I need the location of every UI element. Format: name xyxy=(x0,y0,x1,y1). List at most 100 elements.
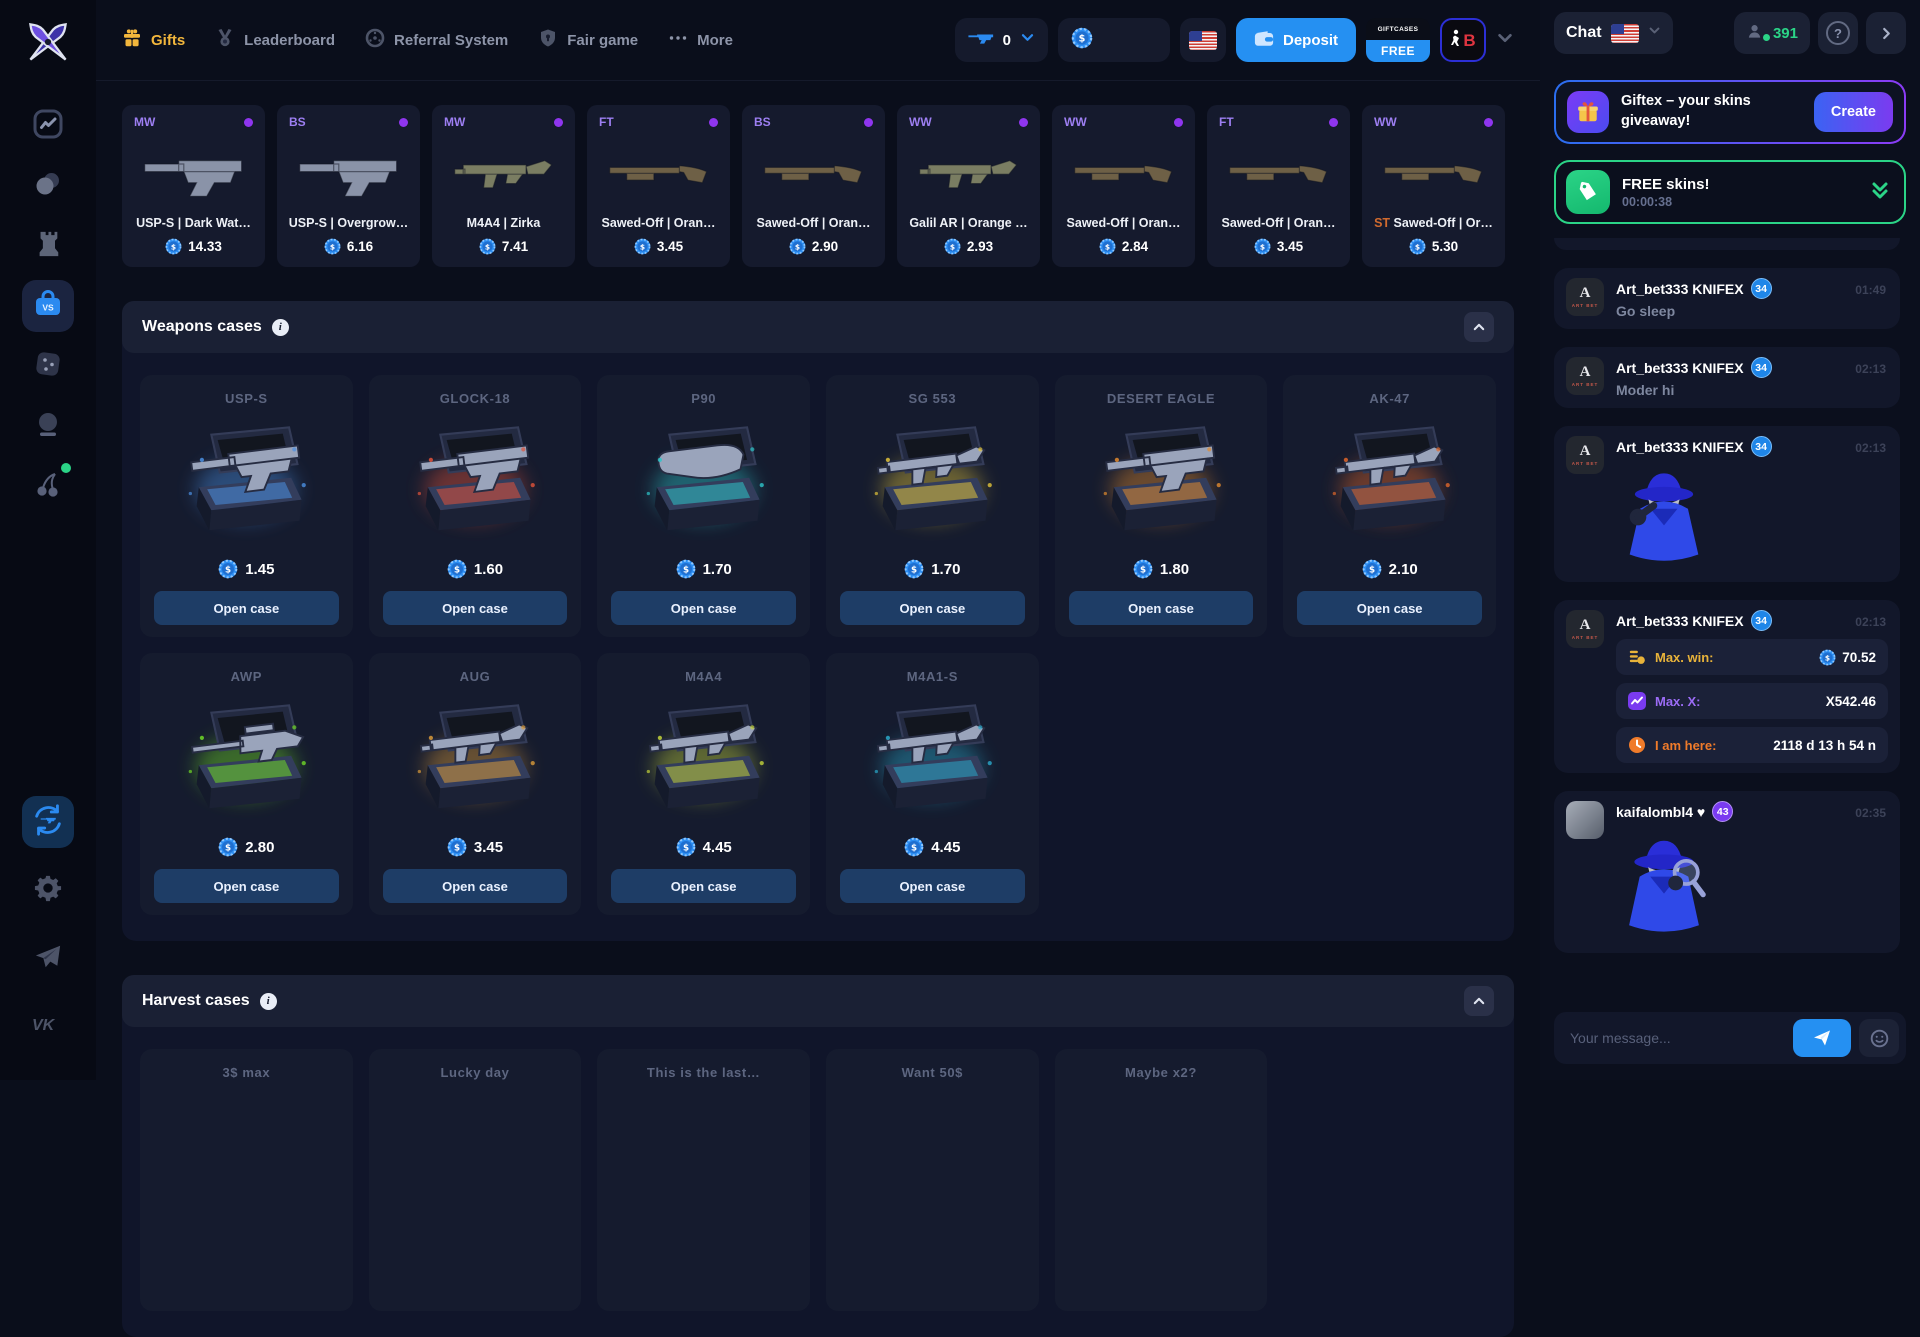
chat-message: A ART BET Art_bet333 KNIFEX 34 02:13 xyxy=(1554,426,1900,582)
message-input[interactable] xyxy=(1568,1029,1785,1047)
case-card-awp[interactable]: AWP $2.80 Open case xyxy=(140,653,353,915)
gift-icon xyxy=(122,28,142,52)
chat-username[interactable]: kaifalombl4 ♥ xyxy=(1616,803,1706,820)
coin-icon: $ xyxy=(1409,238,1426,255)
case-card[interactable]: Maybe x2? xyxy=(1054,1049,1268,1311)
weapon-image xyxy=(1228,165,1327,184)
chat-username[interactable]: Art_bet333 KNIFEX xyxy=(1616,359,1744,376)
svg-text:VS: VS xyxy=(42,302,54,312)
giftcases-free-badge[interactable]: GIFTCASES FREE xyxy=(1366,18,1430,62)
rarity-dot xyxy=(244,117,253,127)
open-case-button[interactable]: Open case xyxy=(382,869,568,903)
sidebar-item-cherries[interactable] xyxy=(22,460,74,512)
live-drop-card[interactable]: WW ST Sawed-Off | Or… $5.30 xyxy=(1362,105,1505,267)
chat-collapse-button[interactable] xyxy=(1866,12,1906,54)
open-case-button[interactable]: Open case xyxy=(840,869,1025,903)
sidebar-item-case-battle[interactable]: VS xyxy=(22,280,74,332)
open-case-button[interactable]: Open case xyxy=(840,591,1025,625)
live-drop-card[interactable]: BS USP-S | Overgrow… $6.16 xyxy=(277,105,420,267)
live-drop-card[interactable]: FT Sawed-Off | Oran… $3.45 xyxy=(587,105,730,267)
case-card[interactable]: Want 50$ xyxy=(826,1049,1039,1311)
crossed-knives-logo xyxy=(29,23,67,61)
open-case-button[interactable]: Open case xyxy=(611,869,796,903)
avatar xyxy=(1566,801,1604,839)
case-card[interactable]: 3$ max xyxy=(140,1049,353,1311)
svg-text:$: $ xyxy=(171,242,176,251)
sidebar-item-gun-trade[interactable] xyxy=(22,796,74,848)
open-case-button[interactable]: Open case xyxy=(154,591,339,625)
item-price: $14.33 xyxy=(130,238,257,255)
avatar: A ART BET xyxy=(1566,436,1604,474)
partner-logo-button[interactable]: B xyxy=(1440,18,1486,62)
case-card-m4a4[interactable]: M4A4 $4.45 Open case xyxy=(597,653,810,915)
case-card-glock-18[interactable]: GLOCK-18 $1.60 Open case xyxy=(368,375,582,637)
weapon-image xyxy=(453,159,552,189)
open-case-button[interactable]: Open case xyxy=(611,591,796,625)
nav-item-gifts[interactable]: Gifts xyxy=(122,28,185,52)
case-card-sg-553[interactable]: SG 553 $1.70 Open case xyxy=(826,375,1039,637)
sidebar-item-crash-chart[interactable] xyxy=(22,100,74,152)
nav-item-leaderboard[interactable]: Leaderboard xyxy=(215,28,335,52)
chat-language-selector[interactable]: Chat xyxy=(1554,12,1673,54)
free-skins-banner[interactable]: FREE skins! 00:00:38 xyxy=(1554,160,1906,224)
double-chevron-down-icon xyxy=(1870,179,1890,206)
message-time: 02:35 xyxy=(1855,806,1886,820)
site-logo[interactable] xyxy=(20,14,76,70)
live-drop-card[interactable]: BS Sawed-Off | Oran… $2.90 xyxy=(742,105,885,267)
chart-icon xyxy=(1628,692,1646,710)
sidebar-item-dice[interactable] xyxy=(22,340,74,392)
balance-display[interactable]: $ xyxy=(1057,18,1170,62)
svg-text:$: $ xyxy=(1079,33,1086,44)
case-card-m4a1-s[interactable]: M4A1-S $4.45 Open case xyxy=(826,653,1039,915)
case-image xyxy=(646,425,764,530)
deposit-button[interactable]: Deposit xyxy=(1235,18,1356,62)
case-price: $4.45 xyxy=(676,837,732,857)
live-drop-card[interactable]: MW M4A4 | Zirka $7.41 xyxy=(432,105,575,267)
collapse-button[interactable] xyxy=(1464,986,1494,1016)
nav-item-referral-system[interactable]: Referral System xyxy=(365,28,508,52)
open-case-button[interactable]: Open case xyxy=(1068,591,1254,625)
case-card-ak-47[interactable]: AK-47 $2.10 Open case xyxy=(1283,375,1496,637)
svg-text:$: $ xyxy=(1825,653,1830,662)
create-giveaway-button[interactable]: Create xyxy=(1813,92,1893,132)
send-button[interactable] xyxy=(1793,1019,1851,1057)
case-card[interactable]: This is the last… xyxy=(597,1049,810,1311)
sidebar-item-tower-rook[interactable] xyxy=(22,220,74,272)
chat-rules-button[interactable]: ? xyxy=(1818,12,1858,54)
language-selector[interactable] xyxy=(1179,18,1226,62)
info-icon[interactable]: i xyxy=(259,992,277,1010)
case-card[interactable]: Lucky day xyxy=(368,1049,582,1311)
chat-username[interactable]: Art_bet333 KNIFEX xyxy=(1616,612,1744,629)
chat-username[interactable]: Art_bet333 KNIFEX xyxy=(1616,280,1744,297)
collapse-button[interactable] xyxy=(1464,312,1494,342)
gun-counter[interactable]: 0 xyxy=(954,18,1048,62)
live-drop-card[interactable]: FT Sawed-Off | Oran… $3.45 xyxy=(1207,105,1350,267)
case-card-aug[interactable]: AUG $3.45 Open case xyxy=(368,653,582,915)
nav-item-fair-game[interactable]: Fair game xyxy=(538,28,638,52)
item-name: Galil AR | Orange … xyxy=(909,216,1028,230)
live-drop-card[interactable]: WW Sawed-Off | Oran… $2.84 xyxy=(1052,105,1195,267)
sidebar-item-telegram[interactable] xyxy=(22,932,74,984)
sidebar-item-gear[interactable] xyxy=(22,864,74,916)
open-case-button[interactable]: Open case xyxy=(382,591,568,625)
sidebar-item-coins[interactable] xyxy=(22,160,74,212)
sidebar-item-vk[interactable]: VK xyxy=(22,1000,74,1052)
question-icon: ? xyxy=(1826,21,1850,45)
emoji-button[interactable] xyxy=(1859,1019,1899,1057)
case-title: 3$ max xyxy=(222,1065,271,1080)
case-title: AK-47 xyxy=(1369,391,1410,406)
chevron-down-icon[interactable] xyxy=(1496,29,1514,52)
case-card-desert-eagle[interactable]: DESERT EAGLE $1.80 Open case xyxy=(1054,375,1268,637)
case-card-usp-s[interactable]: USP-S $1.45 Open case xyxy=(140,375,353,637)
nav-label: Leaderboard xyxy=(244,31,336,49)
case-card-p90[interactable]: P90 $1.70 Open case xyxy=(597,375,810,637)
chat-username[interactable]: Art_bet333 KNIFEX xyxy=(1616,438,1744,455)
live-drop-card[interactable]: MW USP-S | Dark Wat… $14.33 xyxy=(122,105,265,267)
sidebar-item-crystal-ball[interactable] xyxy=(22,400,74,452)
live-drop-card[interactable]: WW Galil AR | Orange … $2.93 xyxy=(897,105,1040,267)
message-time: 02:13 xyxy=(1855,362,1886,376)
open-case-button[interactable]: Open case xyxy=(154,869,339,903)
open-case-button[interactable]: Open case xyxy=(1297,591,1482,625)
info-icon[interactable]: i xyxy=(271,318,289,336)
nav-item-more[interactable]: More xyxy=(668,28,733,52)
